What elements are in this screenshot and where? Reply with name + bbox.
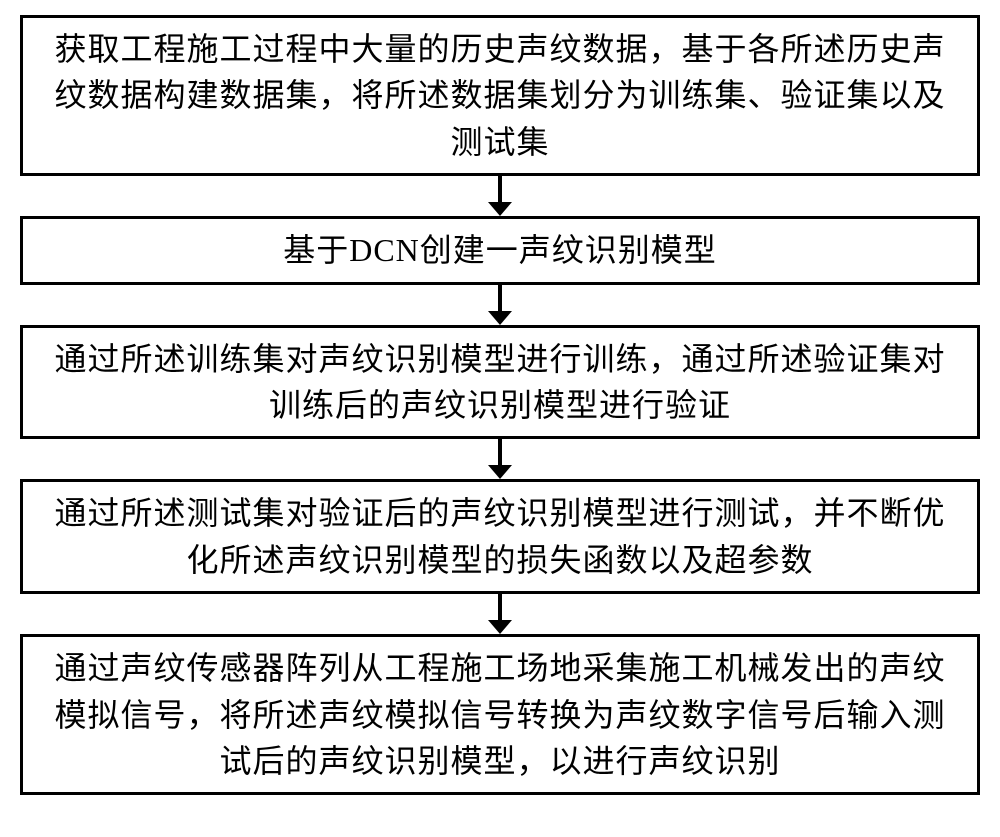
arrow-4 <box>485 594 515 634</box>
flow-step-2-text: 基于DCN创建一声纹识别模型 <box>283 227 717 273</box>
flow-step-4: 通过所述测试集对验证后的声纹识别模型进行测试，并不断优化所述声纹识别模型的损失函… <box>20 479 980 594</box>
flow-step-5: 通过声纹传感器阵列从工程施工场地采集施工机械发出的声纹模拟信号，将所述声纹模拟信… <box>20 634 980 795</box>
flow-step-3-text: 通过所述训练集对声纹识别模型进行训练，通过所述验证集对训练后的声纹识别模型进行验… <box>39 336 961 429</box>
flow-step-5-text: 通过声纹传感器阵列从工程施工场地采集施工机械发出的声纹模拟信号，将所述声纹模拟信… <box>39 645 961 784</box>
arrow-down-icon <box>485 285 515 325</box>
flow-step-3: 通过所述训练集对声纹识别模型进行训练，通过所述验证集对训练后的声纹识别模型进行验… <box>20 325 980 440</box>
flow-step-1-text: 获取工程施工过程中大量的历史声纹数据，基于各所述历史声纹数据构建数据集，将所述数… <box>39 26 961 165</box>
arrow-down-icon <box>485 594 515 634</box>
arrow-1 <box>485 176 515 216</box>
flow-step-4-text: 通过所述测试集对验证后的声纹识别模型进行测试，并不断优化所述声纹识别模型的损失函… <box>39 490 961 583</box>
flow-step-2: 基于DCN创建一声纹识别模型 <box>20 216 980 284</box>
arrow-2 <box>485 285 515 325</box>
arrow-down-icon <box>485 176 515 216</box>
arrow-down-icon <box>485 439 515 479</box>
flow-step-1: 获取工程施工过程中大量的历史声纹数据，基于各所述历史声纹数据构建数据集，将所述数… <box>20 15 980 176</box>
arrow-3 <box>485 439 515 479</box>
